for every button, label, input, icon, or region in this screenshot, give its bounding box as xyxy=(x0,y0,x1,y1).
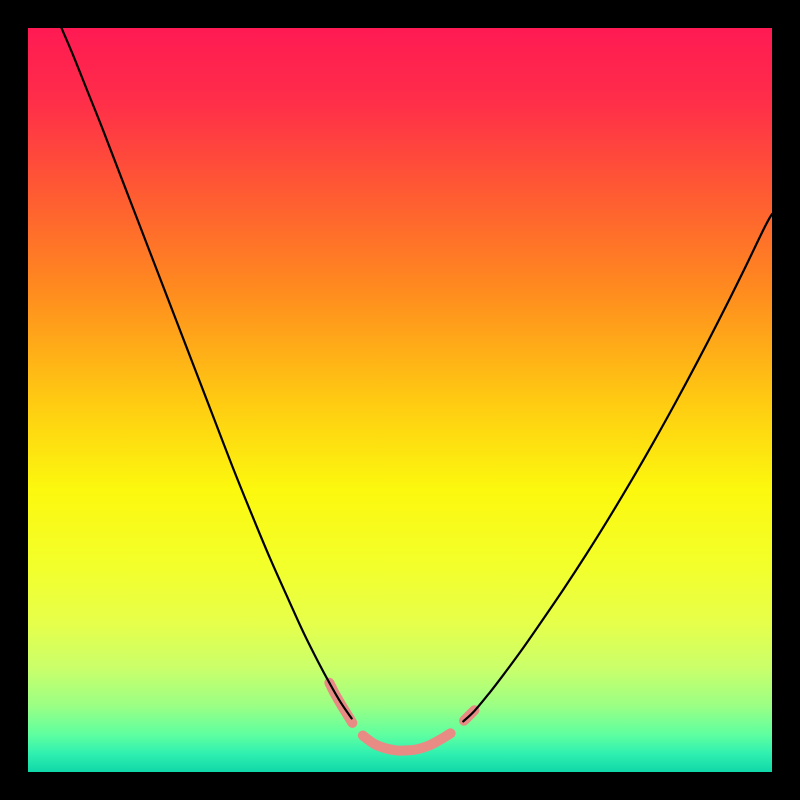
chart-frame: TheBottleneck.com xyxy=(0,0,800,800)
bottleneck-curve-chart xyxy=(0,0,800,800)
